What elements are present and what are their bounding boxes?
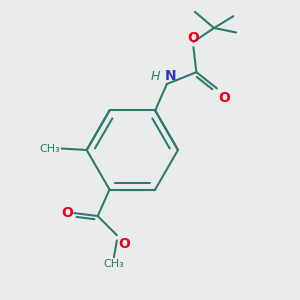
Text: O: O <box>61 206 73 220</box>
Text: O: O <box>188 31 200 45</box>
Text: O: O <box>118 237 130 250</box>
Text: O: O <box>218 91 230 105</box>
Text: N: N <box>165 68 176 83</box>
Text: CH₃: CH₃ <box>103 259 124 269</box>
Text: CH₃: CH₃ <box>39 143 60 154</box>
Text: H: H <box>150 70 160 83</box>
